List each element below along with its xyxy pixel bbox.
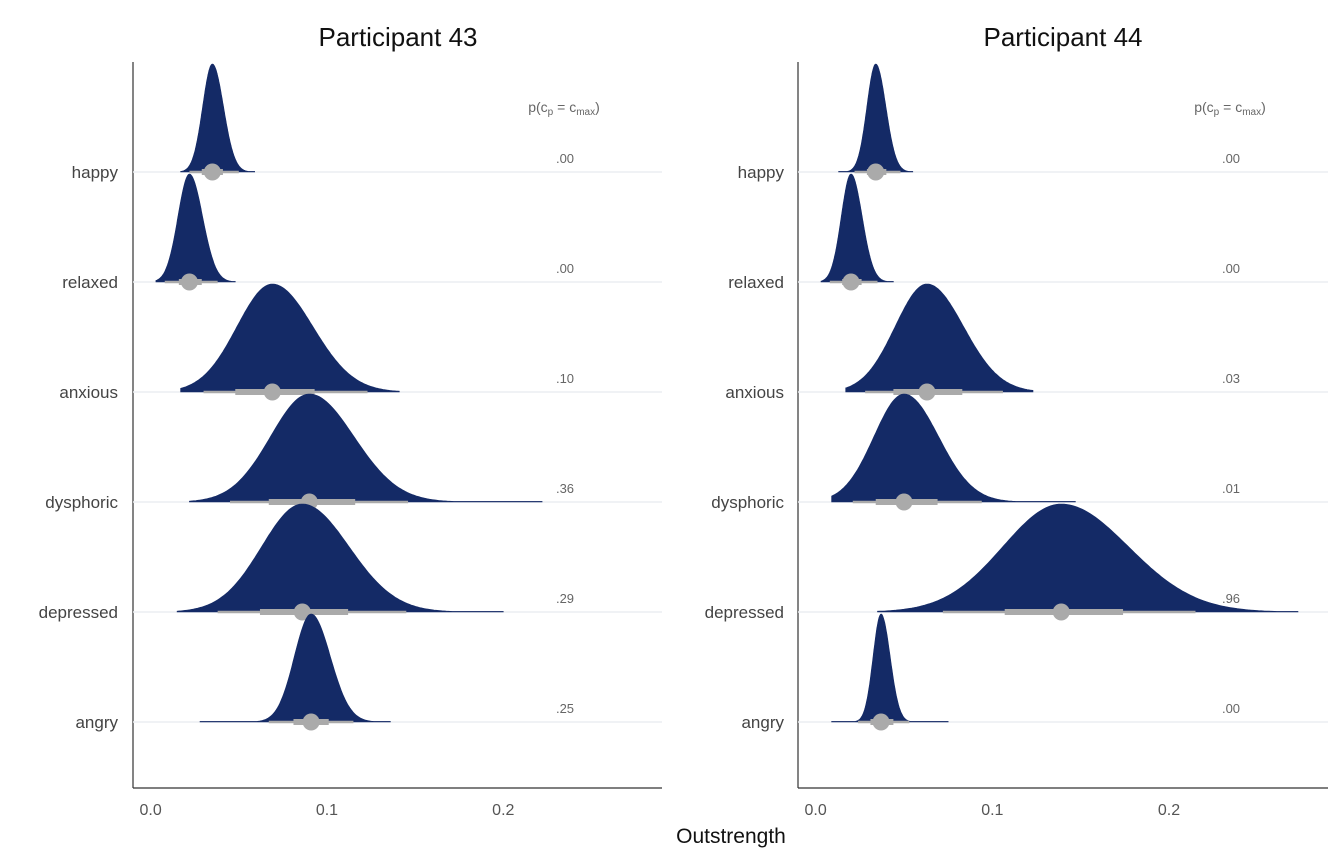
density-dysphoric [831, 393, 1076, 503]
probability-label: .10 [556, 371, 574, 386]
median-point [293, 603, 311, 621]
median-point [302, 713, 320, 731]
density-relaxed [820, 173, 894, 283]
median-point [918, 383, 936, 401]
category-label: happy [72, 163, 119, 182]
x-tick-label: 0.2 [1158, 802, 1180, 819]
probability-label: .00 [1222, 261, 1240, 276]
density-angry [831, 613, 949, 723]
category-label: depressed [39, 603, 118, 622]
probability-label: .01 [1222, 481, 1240, 496]
x-tick-label: 0.0 [805, 802, 827, 819]
ridge-anxious: anxious .03 [725, 283, 1328, 402]
category-label: dysphoric [45, 493, 118, 512]
median-point [180, 273, 198, 291]
density-happy [838, 63, 914, 173]
probability-label: .03 [1222, 371, 1240, 386]
median-point [203, 163, 221, 181]
panel-title: Participant 43 [319, 22, 478, 52]
panel-title: Participant 44 [984, 22, 1143, 52]
category-label: anxious [725, 383, 784, 402]
category-label: relaxed [728, 273, 784, 292]
ridge-dysphoric: dysphoric .01 [711, 393, 1328, 512]
density-dysphoric [189, 393, 543, 503]
x-axis-label: Outstrength [676, 825, 786, 848]
density-relaxed [155, 173, 236, 283]
ridge-dysphoric: dysphoric .36 [45, 393, 662, 512]
probability-label: .00 [1222, 151, 1240, 166]
median-point [895, 493, 913, 511]
category-label: anxious [59, 383, 118, 402]
category-label: happy [738, 163, 785, 182]
category-label: angry [741, 713, 784, 732]
density-depressed [877, 503, 1299, 613]
density-anxious [845, 283, 1034, 393]
ridge-depressed: depressed .29 [39, 503, 662, 622]
ridge-angry: angry .00 [741, 613, 1328, 732]
ridge-happy: happy .00 [738, 63, 1328, 182]
density-angry [199, 613, 391, 723]
panel-1: Participant 430.00.10.2p(cp​ = cmax​)hap… [39, 22, 662, 819]
median-point [1052, 603, 1070, 621]
probability-header: p(cp​ = cmax​) [1194, 99, 1266, 118]
probability-label: .00 [556, 261, 574, 276]
x-tick-label: 0.2 [492, 802, 514, 819]
probability-label: .00 [1222, 701, 1240, 716]
category-label: dysphoric [711, 493, 784, 512]
x-tick-label: 0.1 [316, 802, 338, 819]
probability-label: .29 [556, 591, 574, 606]
ridge-happy: happy .00 [72, 63, 662, 182]
median-point [263, 383, 281, 401]
median-point [867, 163, 885, 181]
density-happy [180, 63, 255, 173]
category-label: depressed [705, 603, 784, 622]
ridge-relaxed: relaxed .00 [62, 173, 662, 292]
probability-header: p(cp​ = cmax​) [528, 99, 600, 118]
probability-label: .36 [556, 481, 574, 496]
density-depressed [176, 503, 504, 613]
probability-label: .25 [556, 701, 574, 716]
probability-label: .00 [556, 151, 574, 166]
category-label: angry [75, 713, 118, 732]
panel-2: Participant 440.00.10.2p(cp​ = cmax​)hap… [705, 22, 1328, 819]
category-label: relaxed [62, 273, 118, 292]
density-anxious [180, 283, 400, 393]
ridge-angry: angry .25 [75, 613, 662, 732]
probability-label: .96 [1222, 591, 1240, 606]
ridge-anxious: anxious .10 [59, 283, 662, 402]
median-point [872, 713, 890, 731]
ridge-depressed: depressed .96 [705, 503, 1328, 622]
x-tick-label: 0.1 [981, 802, 1003, 819]
x-tick-label: 0.0 [140, 802, 162, 819]
ridge-relaxed: relaxed .00 [728, 173, 1328, 292]
median-point [842, 273, 860, 291]
